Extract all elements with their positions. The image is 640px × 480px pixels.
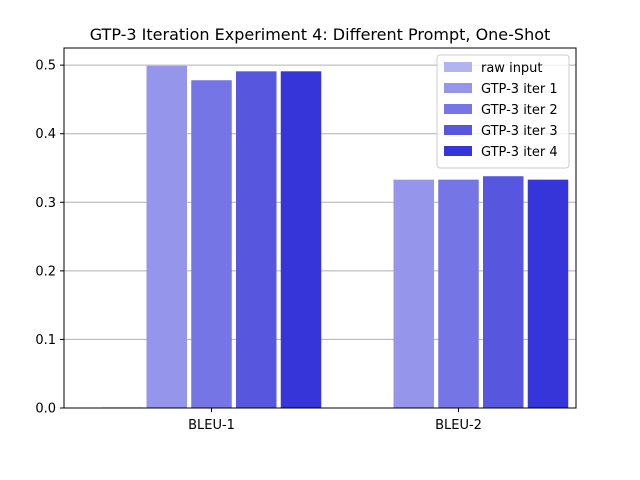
bar-bleu-1-series-2 xyxy=(191,80,232,408)
x-tick-label: BLEU-2 xyxy=(435,418,482,433)
y-tick-label: 0.1 xyxy=(35,333,56,348)
legend-swatch xyxy=(444,104,472,114)
legend-swatch xyxy=(444,83,472,93)
y-tick-label: 0.5 xyxy=(35,59,56,74)
y-tick-label: 0.0 xyxy=(35,402,56,417)
y-tick-label: 0.3 xyxy=(35,196,56,211)
legend-label: GTP-3 iter 2 xyxy=(481,103,558,118)
legend-swatch xyxy=(444,146,472,156)
y-tick-label: 0.4 xyxy=(35,127,56,142)
bar-bleu-1-series-3 xyxy=(236,71,277,409)
bars xyxy=(101,65,569,409)
y-tick-label: 0.2 xyxy=(35,264,56,279)
bar-bleu-2-series-4 xyxy=(527,179,569,408)
legend: raw input GTP-3 iter 1 GTP-3 iter 2 GTP-3 i… xyxy=(436,54,570,169)
x-tick-label: BLEU-1 xyxy=(188,418,235,433)
legend-label: GTP-3 iter 3 xyxy=(481,124,558,139)
legend-label: GTP-3 iter 4 xyxy=(481,145,558,160)
bar-bleu-2-series-3 xyxy=(483,176,524,408)
legend-swatch xyxy=(444,62,472,72)
chart-title: GTP-3 Iteration Experiment 4: Different … xyxy=(90,25,551,44)
bar-bleu-2-series-2 xyxy=(438,179,479,408)
legend-label: GTP-3 iter 1 xyxy=(481,82,558,97)
axes: 0.0 0.1 0.2 0.3 0.4 0.5 BLEU-1 BLEU-2 xyxy=(35,59,482,433)
plot-frame xyxy=(63,47,577,409)
legend-swatch xyxy=(444,125,472,135)
bar-bleu-2-series-1 xyxy=(393,179,434,408)
bar-bleu-1-series-1 xyxy=(146,65,187,408)
bar-bleu-1-series-4 xyxy=(280,71,322,409)
legend-label: raw input xyxy=(481,61,543,76)
